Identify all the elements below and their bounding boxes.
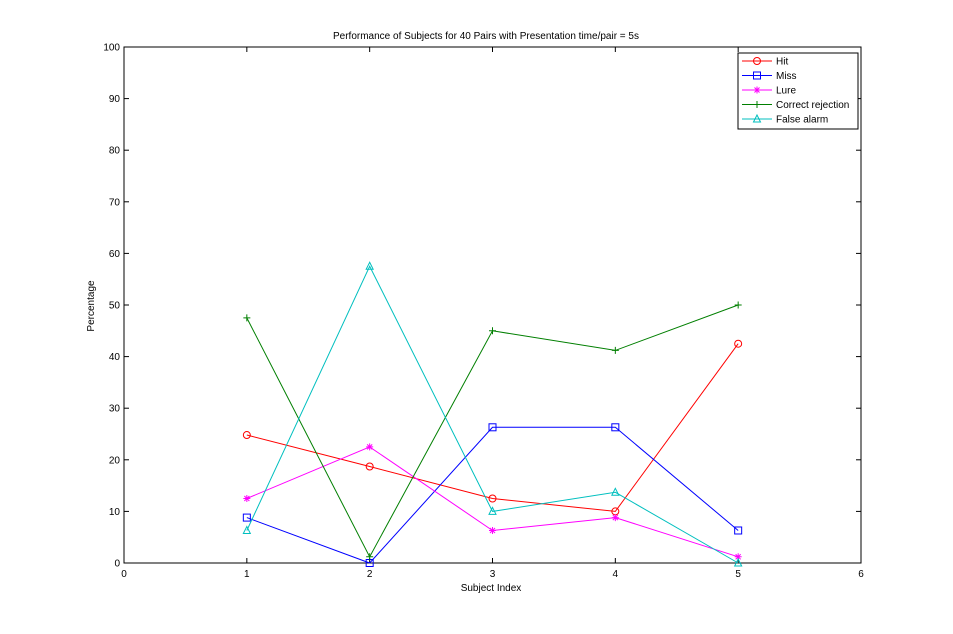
data-point bbox=[734, 526, 743, 535]
data-point bbox=[489, 526, 496, 534]
x-tick-label: 0 bbox=[121, 569, 127, 580]
y-tick-label: 80 bbox=[109, 146, 121, 157]
data-point bbox=[365, 261, 374, 270]
data-point bbox=[488, 423, 497, 432]
y-tick-label: 0 bbox=[114, 559, 120, 570]
series-false-alarm bbox=[242, 261, 743, 567]
data-point bbox=[243, 495, 251, 502]
data-point bbox=[734, 553, 742, 561]
series-layer bbox=[242, 261, 743, 567]
y-tick-label: 40 bbox=[109, 352, 121, 363]
data-point bbox=[611, 423, 620, 432]
y-tick-label: 50 bbox=[109, 301, 121, 312]
data-point bbox=[488, 494, 497, 503]
legend-item: False alarm bbox=[742, 113, 828, 126]
legend-item: Lure bbox=[742, 86, 796, 97]
chart-title: Performance of Subjects for 40 Pairs wit… bbox=[333, 31, 639, 42]
legend-label: Miss bbox=[776, 71, 797, 82]
x-tick-label: 1 bbox=[244, 569, 250, 580]
x-tick-label: 3 bbox=[490, 569, 496, 580]
legend-item: Hit bbox=[742, 57, 788, 68]
y-tick-label: 10 bbox=[109, 507, 121, 518]
legend-label: Hit bbox=[776, 57, 788, 68]
data-point bbox=[611, 346, 619, 354]
x-tick-label: 5 bbox=[735, 569, 741, 580]
x-tick-label: 6 bbox=[858, 569, 864, 580]
data-point bbox=[366, 553, 374, 561]
data-point bbox=[242, 525, 252, 534]
data-point bbox=[488, 506, 497, 515]
data-point bbox=[243, 314, 251, 322]
data-point bbox=[611, 487, 620, 496]
data-point bbox=[489, 327, 496, 335]
legend-label: Correct rejection bbox=[776, 100, 849, 111]
data-point bbox=[242, 431, 251, 440]
data-point bbox=[611, 514, 619, 522]
legend: Hit Miss Lure Correct rejection False alarm bbox=[737, 52, 859, 130]
data-point bbox=[733, 557, 743, 567]
y-tick-label: 60 bbox=[109, 249, 121, 260]
x-axis-label: Subject Index bbox=[461, 583, 522, 594]
y-tick-label: 70 bbox=[109, 197, 121, 208]
y-tick-label: 100 bbox=[103, 43, 120, 54]
legend-item: Correct rejection bbox=[742, 100, 849, 111]
data-point bbox=[734, 339, 743, 348]
legend-item: Miss bbox=[742, 71, 797, 82]
data-point bbox=[365, 462, 374, 471]
legend-marker bbox=[753, 71, 761, 80]
series-lure bbox=[243, 443, 742, 561]
legend-marker bbox=[752, 113, 762, 123]
series-line bbox=[246, 426, 739, 564]
data-point bbox=[734, 301, 742, 309]
series-correct-rejection bbox=[243, 301, 742, 561]
series-line bbox=[246, 265, 739, 564]
legend-label: Lure bbox=[776, 86, 796, 97]
x-axis: 0 1 2 3 4 5 6 bbox=[121, 47, 864, 580]
legend-label: False alarm bbox=[776, 115, 828, 126]
series-line bbox=[246, 343, 739, 512]
legend-marker bbox=[753, 101, 761, 108]
data-point bbox=[366, 443, 374, 451]
y-tick-label: 30 bbox=[109, 404, 121, 415]
legend-marker bbox=[753, 57, 761, 65]
data-point bbox=[242, 513, 251, 522]
y-axis: 0 10 20 30 40 50 60 70 80 90 100 bbox=[103, 43, 861, 570]
x-tick-label: 4 bbox=[613, 569, 619, 580]
y-axis-label: Percentage bbox=[86, 280, 97, 332]
legend-marker bbox=[753, 86, 761, 94]
x-tick-label: 2 bbox=[367, 569, 373, 580]
y-tick-label: 90 bbox=[109, 94, 121, 105]
y-tick-label: 20 bbox=[109, 455, 121, 466]
